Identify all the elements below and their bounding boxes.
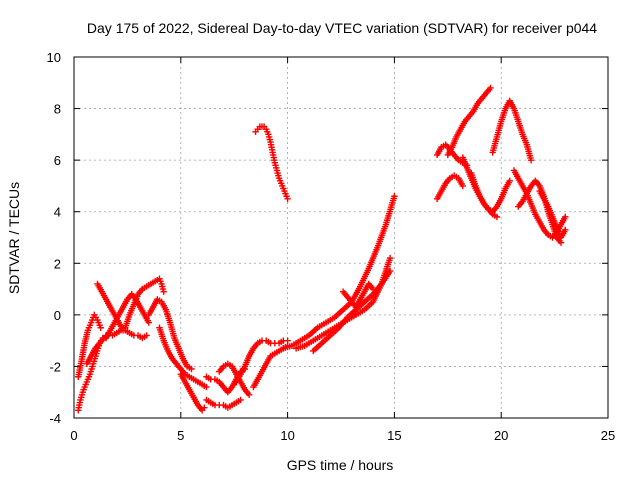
data-point xyxy=(386,254,394,262)
data-point xyxy=(143,332,150,339)
y-axis-label: SDTVAR / TECUs xyxy=(6,182,22,294)
x-tick-label: 15 xyxy=(387,428,401,443)
data-point xyxy=(369,285,377,293)
axis-ticks xyxy=(73,56,609,419)
data-point xyxy=(386,267,394,275)
x-tick-label: 25 xyxy=(601,428,615,443)
tick-labels: 0 5 10 15 20 25 -4 -2 0 2 4 6 8 10 xyxy=(47,50,616,443)
data-point xyxy=(188,365,195,373)
y-tick-label: -4 xyxy=(49,411,61,426)
data-point xyxy=(391,193,398,200)
data-point xyxy=(145,319,152,326)
data-point xyxy=(459,182,466,190)
x-tick-label: 0 xyxy=(70,428,77,443)
y-tick-label: 4 xyxy=(54,205,61,220)
data-point xyxy=(527,156,535,164)
y-tick-label: 0 xyxy=(54,308,61,323)
chart-title: Day 175 of 2022, Sidereal Day-to-day VTE… xyxy=(87,20,597,36)
y-tick-label: 8 xyxy=(54,102,61,117)
data-point xyxy=(245,391,253,398)
data-point xyxy=(160,288,167,295)
data-point xyxy=(562,226,569,233)
y-tick-label: 6 xyxy=(54,153,61,168)
y-tick-label: 2 xyxy=(54,256,61,271)
data-point xyxy=(506,177,513,184)
data-point xyxy=(237,396,244,404)
x-axis-label: GPS time / hours xyxy=(287,457,394,473)
data-point xyxy=(201,404,208,411)
x-tick-label: 5 xyxy=(177,428,184,443)
y-tick-label: 10 xyxy=(47,50,61,65)
plot-frame xyxy=(73,56,609,419)
data-point xyxy=(493,213,501,221)
data-points xyxy=(75,84,569,414)
y-tick-label: -2 xyxy=(49,359,61,374)
data-point xyxy=(203,383,210,391)
data-point xyxy=(97,324,104,331)
x-tick-label: 10 xyxy=(280,428,294,443)
x-tick-label: 20 xyxy=(494,428,508,443)
data-point xyxy=(487,84,494,92)
data-point xyxy=(284,195,291,203)
data-point xyxy=(562,213,569,221)
